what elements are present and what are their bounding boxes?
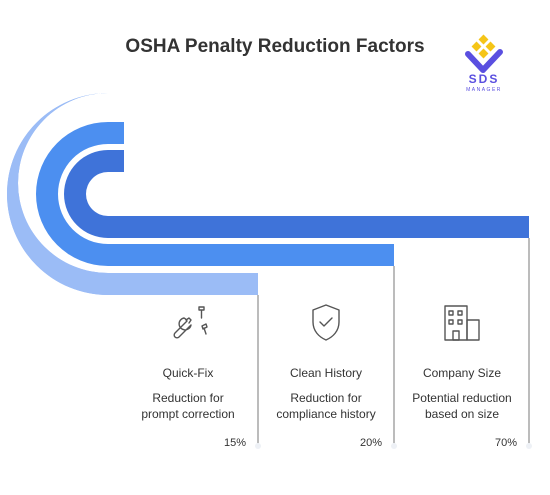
shield-check-icon: [312, 304, 340, 341]
building-icon: [444, 305, 480, 341]
factor-label: Company Size: [422, 366, 502, 380]
factor-description: Reduction for prompt correction: [124, 390, 252, 422]
percent-company-size: 70%: [494, 437, 517, 449]
factor-description: Potential reduction based on size: [398, 390, 526, 422]
band-company-size: [64, 150, 529, 238]
marker-clean-history: [391, 443, 397, 449]
band-clean-history: [36, 122, 394, 266]
sds-manager-logo: [465, 34, 503, 73]
logo-text: SDS: [468, 72, 500, 86]
factor-description-line1: Reduction for: [152, 391, 224, 405]
factor-description-line2: compliance history: [276, 407, 376, 421]
factor-label: Quick-Fix: [162, 366, 214, 380]
page-title: OSHA Penalty Reduction Factors: [125, 36, 425, 57]
percent-clean-history: 20%: [359, 437, 382, 449]
logo-subtext: MANAGER: [466, 87, 502, 93]
factor-description-line1: Potential reduction: [412, 391, 512, 405]
marker-quick-fix: [255, 443, 261, 449]
factor-description: Reduction for compliance history: [262, 390, 390, 422]
factor-label: Clean History: [289, 366, 363, 380]
factor-description-line1: Reduction for: [290, 391, 362, 405]
factor-description-line2: based on size: [424, 407, 500, 421]
wrench-bolts-icon: [173, 306, 208, 339]
percent-quick-fix: 15%: [223, 437, 246, 449]
factor-description-line2: prompt correction: [141, 407, 235, 421]
marker-company-size: [526, 443, 532, 449]
